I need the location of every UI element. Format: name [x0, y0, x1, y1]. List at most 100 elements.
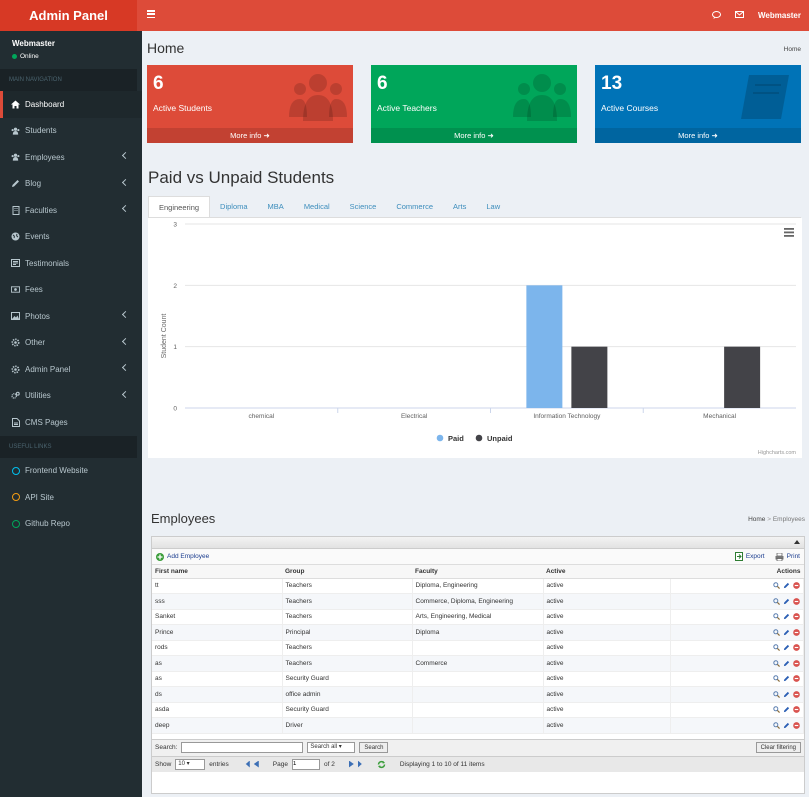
envelope-icon[interactable] — [735, 11, 745, 20]
collapse-icon[interactable] — [794, 540, 800, 544]
clear-filtering-button[interactable]: Clear filtering — [755, 742, 801, 753]
page-number-input[interactable] — [291, 758, 320, 770]
table-row[interactable]: ds office admin active — [152, 686, 804, 703]
delete-icon[interactable] — [793, 582, 800, 589]
view-icon[interactable] — [773, 644, 780, 652]
more-info-link[interactable]: More info ➜ — [595, 128, 801, 143]
sidebar-item-employees[interactable]: Employees — [0, 144, 142, 171]
delete-icon[interactable] — [793, 690, 800, 698]
edit-icon[interactable] — [783, 644, 790, 651]
search-input[interactable] — [181, 742, 304, 753]
edit-icon[interactable] — [783, 629, 790, 636]
tab-law[interactable]: Law — [486, 202, 501, 211]
print-button[interactable]: Print — [775, 552, 800, 561]
delete-icon[interactable] — [793, 675, 800, 682]
breadcrumb[interactable]: Home — [783, 46, 801, 53]
view-icon[interactable] — [773, 690, 780, 698]
sidebar-item-admin-panel[interactable]: Admin Panel — [0, 356, 142, 383]
chart-menu-icon[interactable] — [784, 228, 794, 237]
delete-icon[interactable] — [793, 721, 800, 729]
edit-icon[interactable] — [783, 660, 790, 667]
edit-icon[interactable] — [783, 706, 790, 713]
table-row[interactable]: rods Teachers active — [152, 640, 804, 656]
column-header[interactable]: Faculty — [412, 565, 543, 579]
logo[interactable]: Admin Panel — [0, 0, 137, 31]
table-row[interactable]: Sanket Teachers Arts, Engineering, Medical… — [152, 609, 804, 625]
breadcrumb-separator: > — [767, 516, 772, 523]
table-row[interactable]: as Teachers Commerce active — [152, 655, 804, 672]
sidebar-link-frontend-website[interactable]: Frontend Website — [0, 458, 142, 485]
refresh-icon[interactable] — [377, 760, 386, 769]
column-header[interactable]: Group — [282, 565, 412, 579]
user-menu[interactable]: Webmaster — [758, 11, 801, 20]
delete-icon[interactable] — [793, 644, 800, 651]
next-page-icon[interactable] — [348, 760, 354, 768]
view-icon[interactable] — [773, 675, 780, 683]
view-icon[interactable] — [773, 721, 780, 729]
view-icon[interactable] — [773, 628, 780, 636]
sidebar-item-fees[interactable]: Fees — [0, 277, 142, 304]
column-header[interactable]: First name — [152, 565, 282, 579]
delete-icon[interactable] — [793, 706, 800, 713]
sidebar-item-photos[interactable]: Photos — [0, 303, 142, 330]
tab-mba[interactable]: MBA — [267, 202, 284, 211]
prev-page-icon[interactable] — [253, 760, 259, 768]
tab-arts[interactable]: Arts — [453, 202, 467, 211]
search-field-select[interactable]: Search all ▾ — [307, 742, 356, 753]
table-row[interactable]: deep Driver active — [152, 717, 804, 734]
view-icon[interactable] — [773, 659, 780, 667]
table-row[interactable]: tt Teachers Diploma, Engineering active — [152, 578, 804, 594]
edit-icon[interactable] — [783, 675, 790, 682]
edit-icon[interactable] — [783, 613, 790, 620]
sidebar-item-other[interactable]: Other — [0, 330, 142, 357]
search-button[interactable]: Search — [359, 742, 389, 753]
sidebar-item-blog[interactable]: Blog — [0, 171, 142, 198]
main-content: Home Home 6 Active Students More info ➜ … — [142, 31, 809, 797]
edit-icon[interactable] — [783, 691, 790, 698]
more-info-link[interactable]: More info ➜ — [147, 128, 353, 143]
breadcrumb-home[interactable]: Home — [748, 516, 766, 523]
tab-medical[interactable]: Medical — [303, 202, 330, 211]
edit-icon[interactable] — [783, 582, 790, 589]
last-page-icon[interactable] — [357, 760, 362, 768]
edit-icon[interactable] — [783, 722, 790, 729]
view-icon[interactable] — [773, 706, 780, 714]
sidebar-item-faculties[interactable]: Faculties — [0, 197, 142, 224]
view-icon[interactable] — [773, 613, 780, 621]
sidebar-link-api-site[interactable]: API Site — [0, 484, 142, 511]
sidebar-item-cms-pages[interactable]: CMS Pages — [0, 409, 142, 436]
tab-diploma[interactable]: Diploma — [220, 202, 248, 211]
table-row[interactable]: Prince Principal Diploma active — [152, 624, 804, 641]
tab-commerce[interactable]: Commerce — [396, 202, 434, 211]
table-row[interactable]: asda Security Guard active — [152, 702, 804, 718]
tab-engineering[interactable]: Engineering — [148, 196, 211, 217]
chart-credit[interactable]: Highcharts.com — [758, 450, 797, 456]
edit-icon[interactable] — [783, 598, 790, 605]
view-icon[interactable] — [773, 582, 780, 590]
sidebar-item-dashboard[interactable]: Dashboard — [0, 91, 142, 118]
sidebar-item-utilities[interactable]: Utilities — [0, 383, 142, 410]
page-size-select[interactable]: 10 ▾ — [175, 758, 206, 770]
sidebar-toggle-button[interactable] — [147, 10, 155, 19]
delete-icon[interactable] — [793, 628, 800, 636]
column-header[interactable]: Actions — [670, 565, 804, 579]
table-row[interactable]: sss Teachers Commerce, Diploma, Engineerin… — [152, 593, 804, 610]
delete-icon[interactable] — [793, 613, 800, 620]
delete-icon[interactable] — [793, 597, 800, 605]
sidebar-item-label: Employees — [25, 152, 65, 162]
sidebar-link-github-repo[interactable]: Github Repo — [0, 511, 142, 538]
add-employee-button[interactable]: Add Employee — [156, 552, 209, 561]
delete-icon[interactable] — [793, 659, 800, 667]
messages-icon[interactable] — [712, 10, 722, 21]
first-page-icon[interactable] — [245, 760, 250, 768]
sidebar-item-events[interactable]: Events — [0, 224, 142, 251]
column-header[interactable]: Active — [543, 565, 670, 579]
export-button[interactable]: Export — [734, 552, 765, 561]
more-info-link[interactable]: More info ➜ — [371, 128, 577, 143]
table-row[interactable]: as Security Guard active — [152, 671, 804, 687]
sidebar-item-students[interactable]: Students — [0, 118, 142, 145]
tab-science[interactable]: Science — [349, 202, 377, 211]
sidebar-link-label: API Site — [25, 492, 54, 502]
view-icon[interactable] — [773, 597, 780, 605]
sidebar-item-testimonials[interactable]: Testimonials — [0, 250, 142, 277]
